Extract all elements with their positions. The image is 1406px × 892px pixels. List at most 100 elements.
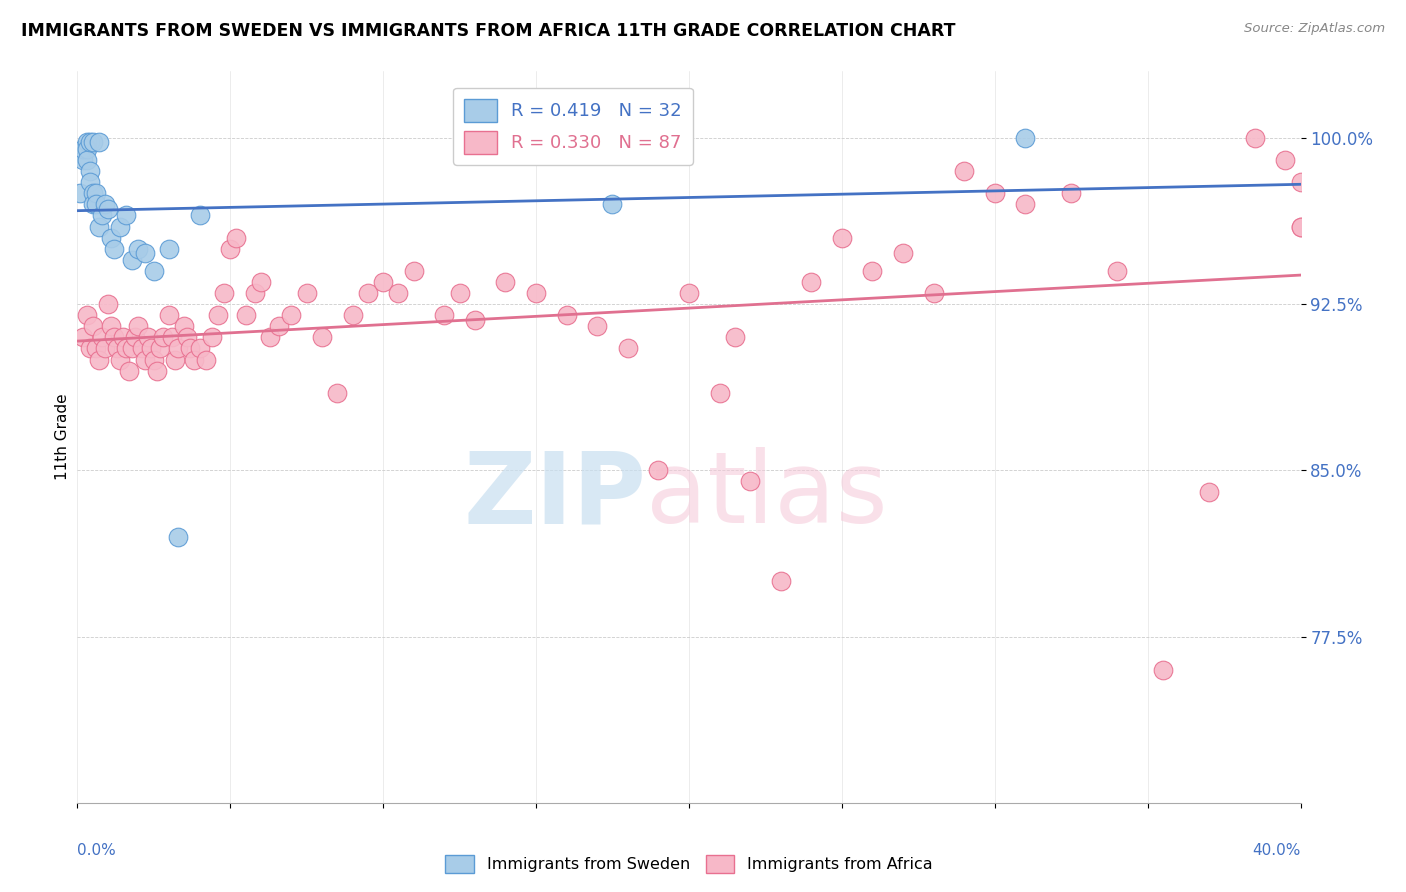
Point xyxy=(1289,175,1312,189)
Point xyxy=(160,330,183,344)
Point xyxy=(100,230,122,244)
Point xyxy=(1198,485,1220,500)
Point xyxy=(219,242,242,256)
Point xyxy=(295,285,318,300)
Point xyxy=(100,319,122,334)
Point xyxy=(371,275,394,289)
Point xyxy=(188,342,211,356)
Point xyxy=(280,308,302,322)
Point xyxy=(87,352,110,367)
Point xyxy=(269,319,291,334)
Point xyxy=(586,319,609,334)
Point xyxy=(94,342,117,356)
Point xyxy=(225,230,247,244)
Point xyxy=(76,136,98,150)
Point xyxy=(1152,663,1174,677)
Text: atlas: atlas xyxy=(647,447,887,544)
Point xyxy=(87,136,110,150)
Point xyxy=(311,330,333,344)
Point xyxy=(103,242,125,256)
Point xyxy=(87,219,110,234)
Point xyxy=(76,308,98,322)
Point xyxy=(862,264,884,278)
Point xyxy=(243,285,266,300)
Point xyxy=(79,175,101,189)
Point xyxy=(84,197,107,211)
Point xyxy=(922,285,945,300)
Point xyxy=(740,475,762,489)
Point xyxy=(115,342,138,356)
Text: IMMIGRANTS FROM SWEDEN VS IMMIGRANTS FROM AFRICA 11TH GRADE CORRELATION CHART: IMMIGRANTS FROM SWEDEN VS IMMIGRANTS FRO… xyxy=(21,22,956,40)
Point xyxy=(121,342,143,356)
Point xyxy=(891,246,914,260)
Point xyxy=(165,352,187,367)
Point xyxy=(1289,219,1312,234)
Point xyxy=(149,342,172,356)
Point xyxy=(524,285,547,300)
Point xyxy=(69,186,91,201)
Point xyxy=(678,285,700,300)
Point xyxy=(84,342,107,356)
Point xyxy=(76,142,98,156)
Point xyxy=(103,330,125,344)
Point xyxy=(495,275,517,289)
Point xyxy=(259,330,281,344)
Point xyxy=(97,297,120,311)
Point xyxy=(84,186,107,201)
Point xyxy=(207,308,229,322)
Point xyxy=(173,319,195,334)
Point xyxy=(402,264,425,278)
Point xyxy=(769,574,792,589)
Point xyxy=(1014,131,1036,145)
Point xyxy=(984,186,1007,201)
Point xyxy=(1060,186,1083,201)
Point xyxy=(1243,131,1265,145)
Point xyxy=(387,285,409,300)
Point xyxy=(953,164,976,178)
Point xyxy=(112,330,135,344)
Legend: R = 0.419   N = 32, R = 0.330   N = 87: R = 0.419 N = 32, R = 0.330 N = 87 xyxy=(453,87,693,165)
Point xyxy=(79,136,101,150)
Point xyxy=(449,285,471,300)
Point xyxy=(118,363,141,377)
Point xyxy=(167,342,190,356)
Point xyxy=(194,352,217,367)
Point xyxy=(176,330,198,344)
Point xyxy=(1289,219,1312,234)
Point xyxy=(136,330,159,344)
Point xyxy=(134,246,156,260)
Point xyxy=(157,308,180,322)
Text: 0.0%: 0.0% xyxy=(77,843,117,858)
Point xyxy=(212,285,235,300)
Y-axis label: 11th Grade: 11th Grade xyxy=(55,393,70,481)
Point xyxy=(94,197,117,211)
Point xyxy=(201,330,224,344)
Point xyxy=(121,252,143,267)
Point xyxy=(142,264,165,278)
Point xyxy=(72,330,94,344)
Point xyxy=(108,352,131,367)
Text: Source: ZipAtlas.com: Source: ZipAtlas.com xyxy=(1244,22,1385,36)
Point xyxy=(179,342,201,356)
Point xyxy=(82,136,104,150)
Point xyxy=(76,153,98,167)
Point xyxy=(357,285,380,300)
Point xyxy=(326,385,349,400)
Point xyxy=(1107,264,1129,278)
Point xyxy=(157,242,180,256)
Point xyxy=(188,209,211,223)
Point xyxy=(250,275,273,289)
Point xyxy=(342,308,364,322)
Point xyxy=(90,209,112,223)
Point xyxy=(464,312,486,326)
Point xyxy=(555,308,578,322)
Point xyxy=(1274,153,1296,167)
Text: 40.0%: 40.0% xyxy=(1253,843,1301,858)
Point xyxy=(800,275,823,289)
Point xyxy=(82,197,104,211)
Point xyxy=(146,363,169,377)
Legend: Immigrants from Sweden, Immigrants from Africa: Immigrants from Sweden, Immigrants from … xyxy=(439,848,939,880)
Point xyxy=(127,319,149,334)
Point xyxy=(79,342,101,356)
Point xyxy=(127,242,149,256)
